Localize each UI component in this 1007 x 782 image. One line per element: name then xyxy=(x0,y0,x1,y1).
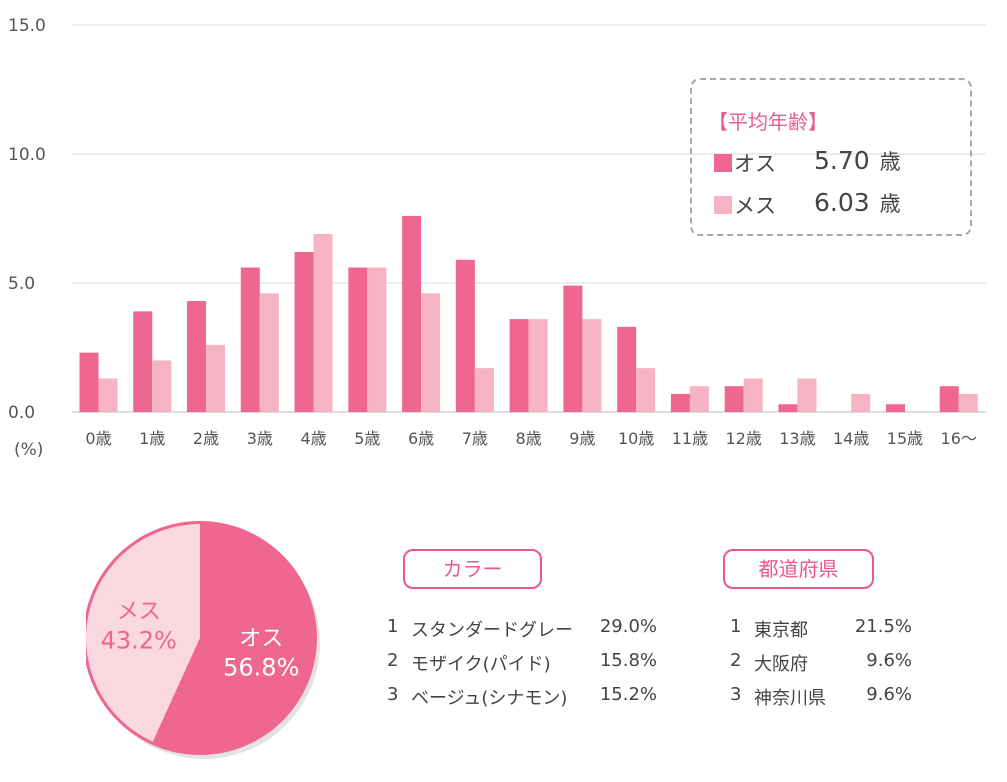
pie-slice-female xyxy=(86,524,200,742)
bar-male xyxy=(724,386,744,412)
bar-male xyxy=(778,404,798,412)
bar-female xyxy=(582,319,602,412)
x-category-label: 12歳 xyxy=(725,429,761,448)
average-male-row: オス 5.70 歳 xyxy=(714,146,901,178)
average-female-label: メス xyxy=(734,194,776,218)
age-bar-chart: 0.0 5.0 10.0 15.0 (%) 0歳 1歳 2歳 3歳 4歳 5歳 6歳 7歳 8歳 9歳 10歳… xyxy=(8,16,986,460)
bar-male xyxy=(187,301,207,412)
bar-female xyxy=(152,360,172,412)
bar-male xyxy=(509,319,529,412)
bar-male xyxy=(939,386,959,412)
bar-male xyxy=(240,267,260,412)
bar-female xyxy=(743,378,763,412)
x-category-label: 14歳 xyxy=(833,429,869,448)
average-male-label: オス xyxy=(734,152,776,176)
average-female-value: 6.03 xyxy=(814,188,870,217)
average-male-value: 5.70 xyxy=(814,146,870,175)
bar-female xyxy=(689,386,709,412)
x-category-label: 8歳 xyxy=(516,429,542,448)
bar-male xyxy=(670,393,690,412)
pie-slice-male xyxy=(152,524,314,752)
bar-male xyxy=(133,311,153,412)
color-ranking-title: カラー xyxy=(403,549,542,589)
bar-female xyxy=(98,378,118,412)
pie-label-female: メス xyxy=(117,600,161,625)
bar-female xyxy=(367,267,387,412)
x-category-label: 11歳 xyxy=(672,429,708,448)
bar-male xyxy=(885,404,905,412)
bar-female xyxy=(259,293,279,412)
pie-label-male: オス xyxy=(239,626,283,651)
pie-value-female: 43.2% xyxy=(101,627,177,655)
x-category-label: 5歳 xyxy=(354,429,380,448)
male-swatch xyxy=(714,154,732,172)
bar-female xyxy=(421,293,441,412)
bar-female xyxy=(958,393,978,412)
average-age-title: 【平均年齢】 xyxy=(708,110,828,134)
y-tick-label: 15.0 xyxy=(8,16,46,36)
x-category-label: 16～ xyxy=(941,429,977,448)
bar-male xyxy=(79,352,99,412)
bar-male xyxy=(294,252,314,412)
bar-female xyxy=(474,368,494,412)
y-tick-label: 0.0 xyxy=(8,403,35,423)
x-category-label: 6歳 xyxy=(408,429,434,448)
y-tick-label: 10.0 xyxy=(8,145,46,165)
bar-female xyxy=(636,368,656,412)
pie-value-male: 56.8% xyxy=(223,653,299,681)
x-category-label: 1歳 xyxy=(139,429,165,448)
average-female-unit: 歳 xyxy=(879,192,901,216)
bar-male xyxy=(455,259,475,412)
bar-female xyxy=(313,233,333,412)
bar-female xyxy=(851,393,871,412)
x-category-label: 9歳 xyxy=(569,429,595,448)
bar-male xyxy=(617,326,637,412)
x-category-label: 7歳 xyxy=(462,429,488,448)
x-category-label: 3歳 xyxy=(247,429,273,448)
x-category-label: 13歳 xyxy=(779,429,815,448)
bar-female xyxy=(797,378,817,412)
average-female-row: メス 6.03 歳 xyxy=(714,188,901,220)
prefecture-ranking-title: 都道府県 xyxy=(723,549,874,589)
bar-female xyxy=(528,319,548,412)
y-axis-unit: (%) xyxy=(14,440,43,460)
x-category-label: 4歳 xyxy=(300,429,326,448)
x-category-label: 10歳 xyxy=(618,429,654,448)
average-male-unit: 歳 xyxy=(879,150,901,174)
female-swatch xyxy=(714,196,732,214)
bar-male xyxy=(348,267,368,412)
average-age-box: 【平均年齢】 オス 5.70 歳 メス 6.03 歳 xyxy=(690,78,972,236)
y-tick-label: 5.0 xyxy=(8,274,35,294)
bar-female xyxy=(206,344,226,412)
bar-male xyxy=(563,285,583,412)
x-category-label: 2歳 xyxy=(193,429,219,448)
x-category-label: 15歳 xyxy=(887,429,923,448)
x-category-label: 0歳 xyxy=(85,429,111,448)
bar-male xyxy=(402,215,422,412)
